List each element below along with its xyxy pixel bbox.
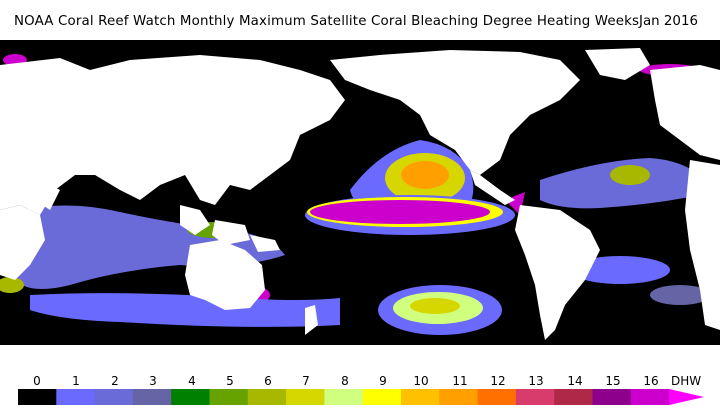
- world-map-svg: [0, 48, 720, 366]
- map-date: Jan 2016: [639, 14, 698, 29]
- legend-swatch-6: [247, 389, 287, 405]
- legend-tick-13: 13: [528, 374, 544, 388]
- legend-swatch-16: [630, 389, 670, 405]
- legend-swatch-8: [324, 389, 364, 405]
- legend-tick-14: 14: [567, 374, 583, 388]
- legend-tick-8: 8: [341, 374, 349, 388]
- legend-tick-4: 4: [188, 374, 196, 388]
- legend-tick-12: 12: [490, 374, 506, 388]
- legend-swatch-4: [171, 389, 210, 405]
- legend-swatch-1: [56, 389, 96, 405]
- legend-tick-3: 3: [149, 374, 157, 388]
- legend-swatch-2: [94, 389, 134, 405]
- legend-swatch-5: [209, 389, 249, 405]
- header: NOAA Coral Reef Watch Monthly Maximum Sa…: [0, 0, 720, 40]
- legend-swatch-12: [477, 389, 517, 405]
- legend-tick-16: 16: [643, 374, 659, 388]
- legend-tick-6: 6: [264, 374, 272, 388]
- legend-swatch-14: [554, 389, 593, 405]
- legend-tick-1: 1: [72, 374, 80, 388]
- legend-tick-5: 5: [226, 374, 234, 388]
- legend-tick-2: 2: [111, 374, 119, 388]
- legend-swatch-13: [515, 389, 555, 405]
- map-title: NOAA Coral Reef Watch Monthly Maximum Sa…: [14, 14, 640, 29]
- legend-colorbar: [18, 389, 705, 405]
- legend-swatch-11: [439, 389, 479, 405]
- legend-swatch-15: [592, 389, 632, 405]
- legend-swatch-3: [132, 389, 172, 405]
- legend-swatch-7: [286, 389, 325, 405]
- legend-arrow: [669, 389, 705, 405]
- legend-swatch-10: [401, 389, 440, 405]
- legend-tick-9: 9: [379, 374, 387, 388]
- dhw-map: [0, 40, 720, 366]
- legend-swatch-0: [18, 389, 57, 405]
- legend-unit: DHW: [671, 374, 702, 388]
- legend-swatch-9: [362, 389, 402, 405]
- legend-tick-15: 15: [605, 374, 621, 388]
- legend-tick-11: 11: [452, 374, 468, 388]
- legend-tick-7: 7: [302, 374, 310, 388]
- legend-tick-10: 10: [413, 374, 429, 388]
- legend-tick-0: 0: [33, 374, 41, 388]
- land-masses: [0, 48, 720, 366]
- legend-swatches: [18, 389, 670, 405]
